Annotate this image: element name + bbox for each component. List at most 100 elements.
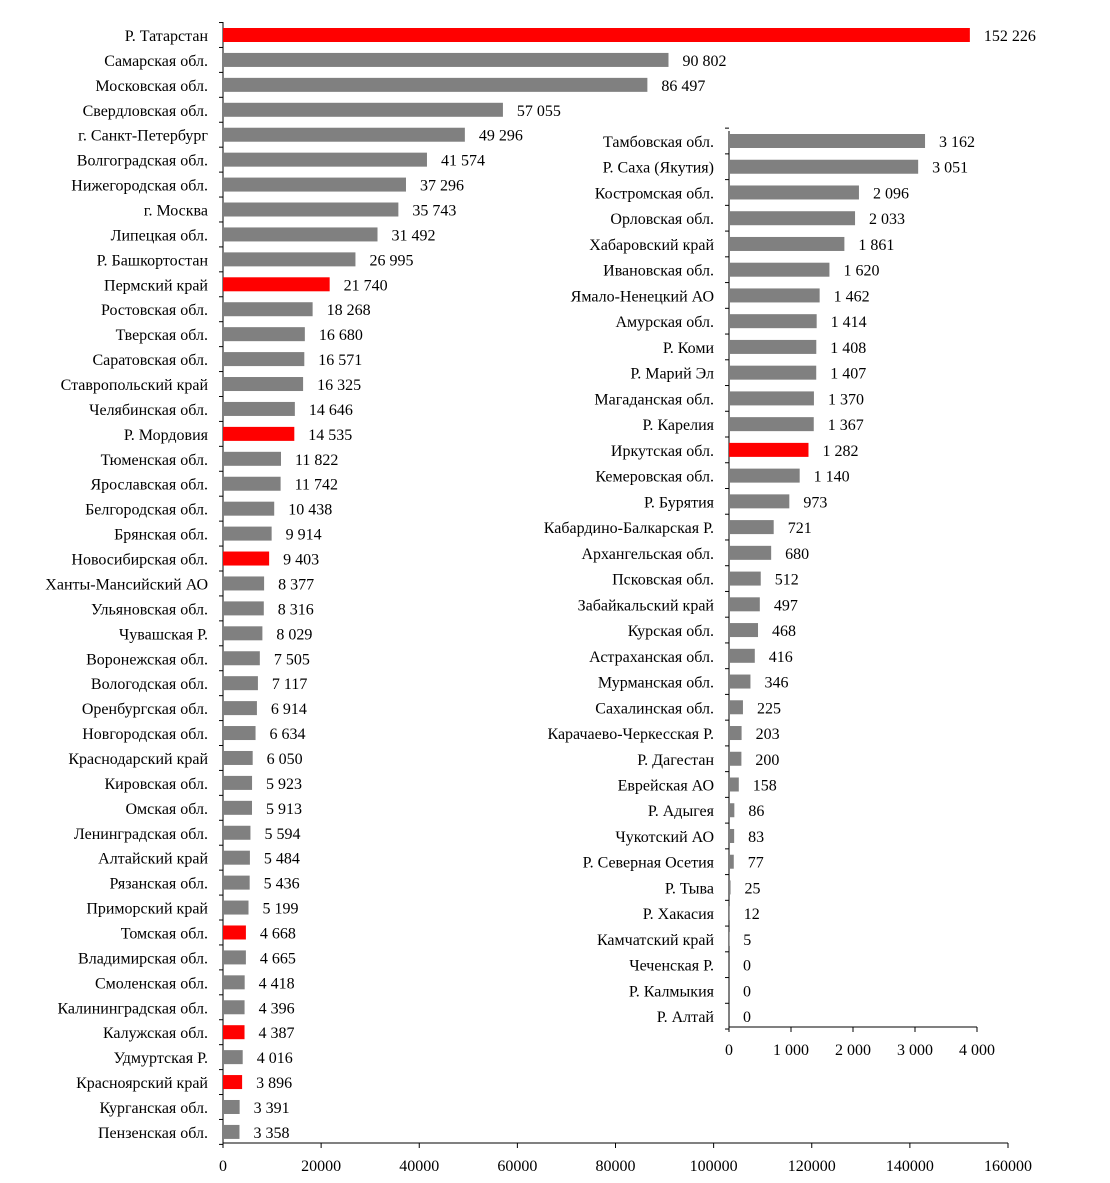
main-value-label: 4 387 [259,1025,295,1042]
main-bar [223,1000,245,1015]
main-category-label: Нижегородская обл. [71,178,208,195]
inset-value-label: 2 096 [873,185,909,202]
main-bar [223,102,503,117]
main-category-label: Тверская обл. [116,327,208,344]
inset-chart-panel: 0 1 000 2 000 3 000 4 000 Тамбовская обл. 3 16… [544,127,995,1059]
main-category-label: Пермский край [104,277,208,294]
main-value-label: 8 377 [278,576,314,593]
main-bar [223,177,406,192]
inset-bar [729,674,751,689]
inset-value-label: 1 861 [858,237,894,254]
main-bar [223,127,465,142]
inset-bar [729,391,814,406]
inset-x-tick-label: 2 000 [835,1042,871,1059]
main-category-label: Калужская обл. [103,1025,208,1042]
main-bar [223,1124,240,1139]
main-bar [223,576,265,591]
main-bar [223,152,427,167]
inset-value-label: 346 [764,675,788,692]
inset-category-label: Р. Дагестан [637,752,714,769]
main-category-label: Р. Татарстан [125,28,209,45]
main-bar [223,77,648,92]
main-value-label: 5 199 [263,901,299,918]
inset-category-label: Тамбовская обл. [603,134,714,151]
main-x-tick-label: 0 [219,1158,227,1175]
inset-value-label: 0 [743,958,751,975]
inset-bar [729,185,859,200]
inset-bar [729,365,817,380]
main-category-label: Свердловская обл. [83,103,208,120]
inset-bar [729,262,830,277]
inset-value-label: 1 414 [831,314,867,331]
inset-bar [729,288,820,303]
main-bar [223,1075,243,1090]
inset-bar [729,571,761,586]
main-value-label: 16 325 [317,377,361,394]
main-value-label: 4 668 [260,925,296,942]
main-bar [223,352,305,367]
main-value-label: 57 055 [517,103,561,120]
main-bar [223,975,245,990]
main-x-tick-label: 160000 [984,1158,1032,1175]
main-x-tick-label: 40000 [399,1158,439,1175]
main-category-label: Рязанская обл. [110,876,208,893]
inset-bar [729,339,817,354]
main-value-label: 37 296 [420,178,464,195]
inset-x-tick-label: 0 [725,1042,733,1059]
main-value-label: 8 316 [278,601,314,618]
main-category-label: Владимирская обл. [78,950,208,967]
main-value-label: 5 913 [266,801,302,818]
inset-category-label: Карачаево-Черкесская Р. [547,726,714,743]
inset-category-label: Мурманская обл. [598,675,714,692]
main-bar [223,800,253,815]
inset-category-label: Р. Алтай [657,1009,715,1026]
inset-value-label: 512 [775,572,799,589]
main-value-label: 90 802 [682,53,726,70]
main-bar [223,750,253,765]
main-value-label: 8 029 [276,626,312,643]
main-category-label: Краснодарский край [68,751,208,768]
main-bar [223,676,258,691]
main-bar [223,227,378,242]
inset-value-label: 1 367 [828,417,864,434]
main-value-label: 5 594 [264,826,300,843]
main-category-label: Алтайский край [98,851,208,868]
inset-bar [729,442,809,457]
main-value-label: 16 680 [319,327,363,344]
main-bar [223,401,295,416]
main-chart-panel: 0 20000 40000 60000 80000 100000 120000 140000 1… [45,22,1036,1175]
inset-bar [729,417,814,432]
main-category-label: Р. Мордовия [124,427,209,444]
inset-category-label: Сахалинская обл. [595,700,714,717]
inset-value-label: 1 370 [828,391,864,408]
main-bar [223,526,272,541]
main-value-label: 5 436 [264,876,300,893]
inset-x-tick-label: 1 000 [773,1042,809,1059]
inset-bar [729,159,919,174]
main-value-label: 16 571 [318,352,362,369]
main-category-label: Челябинская обл. [89,402,208,419]
main-x-tick-label: 80000 [596,1158,636,1175]
inset-category-label: Забайкальский край [578,597,715,614]
inset-value-label: 158 [753,778,777,795]
main-category-label: Калининградская обл. [57,1000,208,1017]
main-bar [223,476,281,491]
main-value-label: 5 923 [266,776,302,793]
main-category-label: Ульяновская обл. [91,601,208,618]
inset-category-label: Иркутская обл. [611,443,714,460]
main-value-label: 10 438 [288,502,332,519]
inset-bar [729,726,742,741]
inset-value-label: 1 407 [830,366,866,383]
main-category-label: Московская обл. [95,78,208,95]
main-bar [223,1025,245,1040]
main-category-label: Воронежская обл. [86,651,208,668]
main-value-label: 14 646 [309,402,353,419]
main-category-label: Томская обл. [121,925,208,942]
main-category-label: Чувашская Р. [119,626,208,643]
main-value-label: 7 117 [272,676,307,693]
main-bar [223,426,295,441]
inset-category-label: Р. Марий Эл [630,366,714,383]
main-category-label: Курганская обл. [99,1100,208,1117]
inset-bar [729,828,735,843]
